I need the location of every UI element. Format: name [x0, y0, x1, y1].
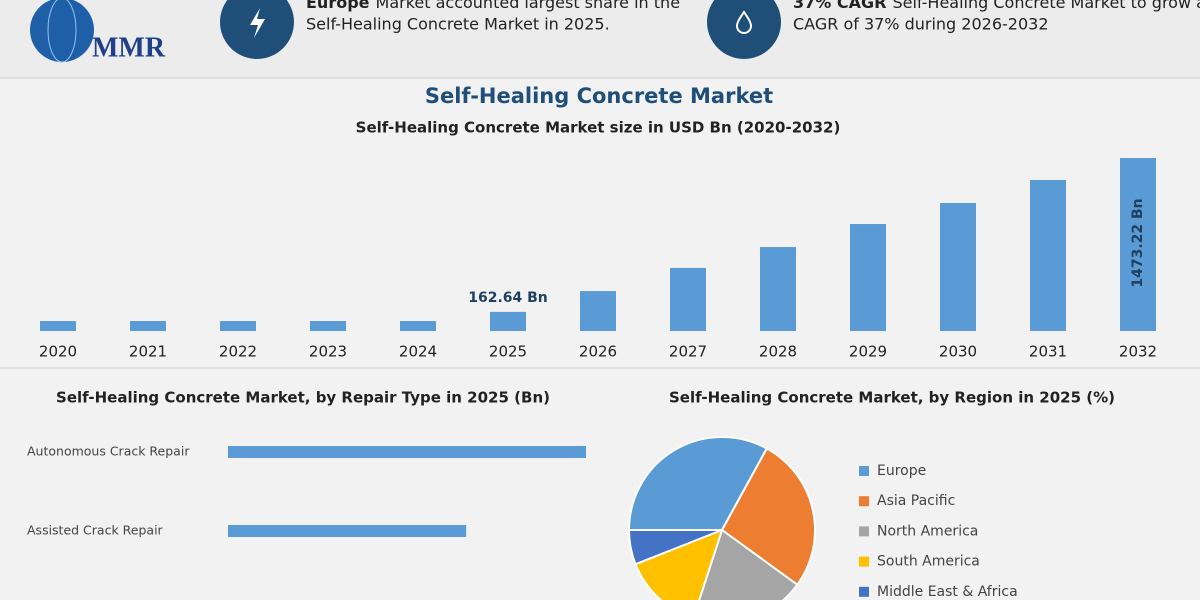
x-tick-label: 2022 — [219, 343, 257, 361]
x-tick-label: 2032 — [1119, 343, 1157, 361]
pie-slice — [627, 529, 723, 566]
bar — [400, 321, 436, 331]
card-bold: 37% CAGR — [793, 0, 886, 12]
bar — [940, 203, 976, 331]
bar — [40, 321, 76, 331]
bar — [228, 446, 586, 458]
bar — [1030, 179, 1066, 331]
card-line: Self-Healing Concrete Market to grow at … — [892, 0, 1200, 12]
bolt-icon — [250, 8, 265, 38]
logo-globe-line — [47, 0, 77, 63]
chart-title: Self-Healing Concrete Market, by Repair … — [56, 389, 550, 407]
bar — [130, 321, 166, 331]
pie-slice — [634, 528, 724, 600]
x-tick-label: 2027 — [669, 343, 707, 361]
bar — [1120, 158, 1156, 331]
logo-text: MMR — [92, 32, 166, 63]
bar — [850, 224, 886, 331]
bar — [490, 311, 526, 331]
legend-swatch — [859, 556, 869, 567]
value-label: 162.64 Bn — [468, 290, 548, 306]
legend-label: South America — [877, 554, 980, 570]
legend-swatch — [859, 526, 869, 537]
category-label: Autonomous Crack Repair — [27, 444, 190, 459]
pie-slice — [720, 447, 816, 587]
bar — [670, 267, 706, 331]
x-tick-label: 2031 — [1029, 343, 1067, 361]
chart-title: Self-Healing Concrete Market, by Region … — [669, 389, 1115, 407]
x-tick-label: 2026 — [579, 343, 617, 361]
drop-icon — [735, 10, 753, 34]
card-line: CAGR of 37% during 2026-2032 — [793, 15, 1049, 34]
x-tick-label: 2020 — [39, 343, 77, 361]
bar — [310, 321, 346, 331]
x-tick-label: 2025 — [489, 343, 527, 361]
x-tick-label: 2023 — [309, 343, 347, 361]
x-tick-label: 2021 — [129, 343, 167, 361]
x-tick-label: 2030 — [939, 343, 977, 361]
legend-label: Asia Pacific — [877, 493, 955, 509]
logo-globe — [30, 0, 94, 62]
x-tick-label: 2029 — [849, 343, 887, 361]
pie-slice — [627, 436, 769, 531]
chart-title: Self-Healing Concrete Market size in USD… — [356, 119, 841, 137]
card-bold: Europe — [306, 0, 370, 12]
legend-label: Middle East & Africa — [877, 584, 1018, 600]
card-text: Europe Market accounted largest share in … — [306, 0, 680, 12]
category-label: Assisted Crack Repair — [27, 523, 164, 538]
bar — [760, 247, 796, 331]
bar — [220, 321, 256, 331]
card-icon — [707, 0, 781, 59]
legend-swatch — [859, 466, 869, 476]
header-band — [0, 0, 1200, 78]
value-label: 1473.22 Bn — [1130, 198, 1146, 287]
bar — [580, 291, 616, 331]
x-tick-label: 2028 — [759, 343, 797, 361]
card-line: Market accounted largest share in the — [376, 0, 681, 12]
x-tick-label: 2024 — [399, 343, 437, 361]
legend-label: North America — [877, 523, 978, 539]
legend-swatch — [859, 586, 869, 597]
main-title: Self-Healing Concrete Market — [425, 84, 773, 108]
card-text: 37% CAGR Self-Healing Concrete Market to … — [793, 0, 1200, 12]
card-line: Self-Healing Concrete Market in 2025. — [306, 15, 610, 34]
legend-swatch — [859, 496, 869, 507]
legend-label: Europe — [877, 463, 926, 479]
pie-slice — [698, 528, 799, 600]
bar — [228, 525, 467, 537]
